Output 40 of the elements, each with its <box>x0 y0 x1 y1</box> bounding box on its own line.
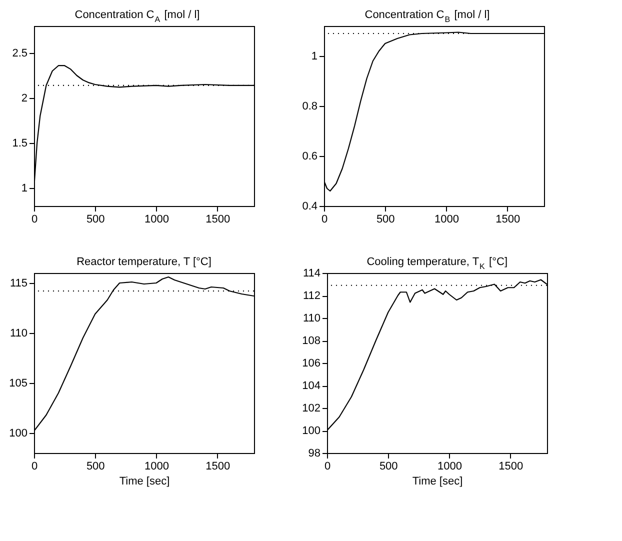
x-tick-label: 1500 <box>206 460 230 472</box>
y-tick-label: 102 <box>302 402 320 414</box>
x-tick-label: 1500 <box>206 214 230 226</box>
y-tick-label: 98 <box>308 448 320 460</box>
x-axis-title: Time [sec] <box>119 476 170 488</box>
y-tick-label: 114 <box>302 268 320 280</box>
x-tick-label: 1500 <box>498 460 524 472</box>
x-tick-label: 1000 <box>144 460 169 472</box>
y-tick-label: 1 <box>311 50 318 62</box>
y-tick-label: 1 <box>21 182 28 194</box>
x-tick-label: 500 <box>376 214 395 226</box>
x-tick-label: 0 <box>324 460 331 472</box>
x-tick-label: 1500 <box>496 214 520 226</box>
y-tick-label: 0.8 <box>302 100 318 112</box>
x-tick-label: 0 <box>31 460 38 472</box>
y-tick-label: 110 <box>302 312 320 324</box>
x-tick-label: 1000 <box>144 214 169 226</box>
y-tick-label: 0.6 <box>302 150 318 162</box>
y-tick-label: 110 <box>10 328 28 340</box>
x-tick-label: 500 <box>86 214 105 226</box>
x-tick-label: 0 <box>31 214 38 226</box>
chart-title: Reactor temperature, T [°C] <box>76 256 212 268</box>
y-tick-label: 105 <box>9 378 28 390</box>
y-tick-label: 100 <box>302 425 320 437</box>
x-tick-label: 1000 <box>437 460 462 472</box>
x-axis-title: Time [sec] <box>412 476 463 488</box>
x-tick-label: 500 <box>379 460 398 472</box>
y-tick-label: 115 <box>10 278 28 290</box>
x-tick-label: 0 <box>321 214 328 226</box>
y-tick-label: 106 <box>302 358 320 370</box>
y-tick-label: 2.5 <box>12 48 28 60</box>
y-tick-label: 104 <box>302 380 320 392</box>
x-tick-label: 500 <box>86 460 105 472</box>
y-tick-label: 0.4 <box>302 200 318 212</box>
y-tick-label: 108 <box>302 335 320 347</box>
y-tick-label: 1.5 <box>12 138 28 150</box>
x-tick-label: 1000 <box>434 214 459 226</box>
y-tick-label: 2 <box>21 92 28 104</box>
y-tick-label: 112 <box>302 290 320 302</box>
y-tick-label: 100 <box>9 428 28 440</box>
